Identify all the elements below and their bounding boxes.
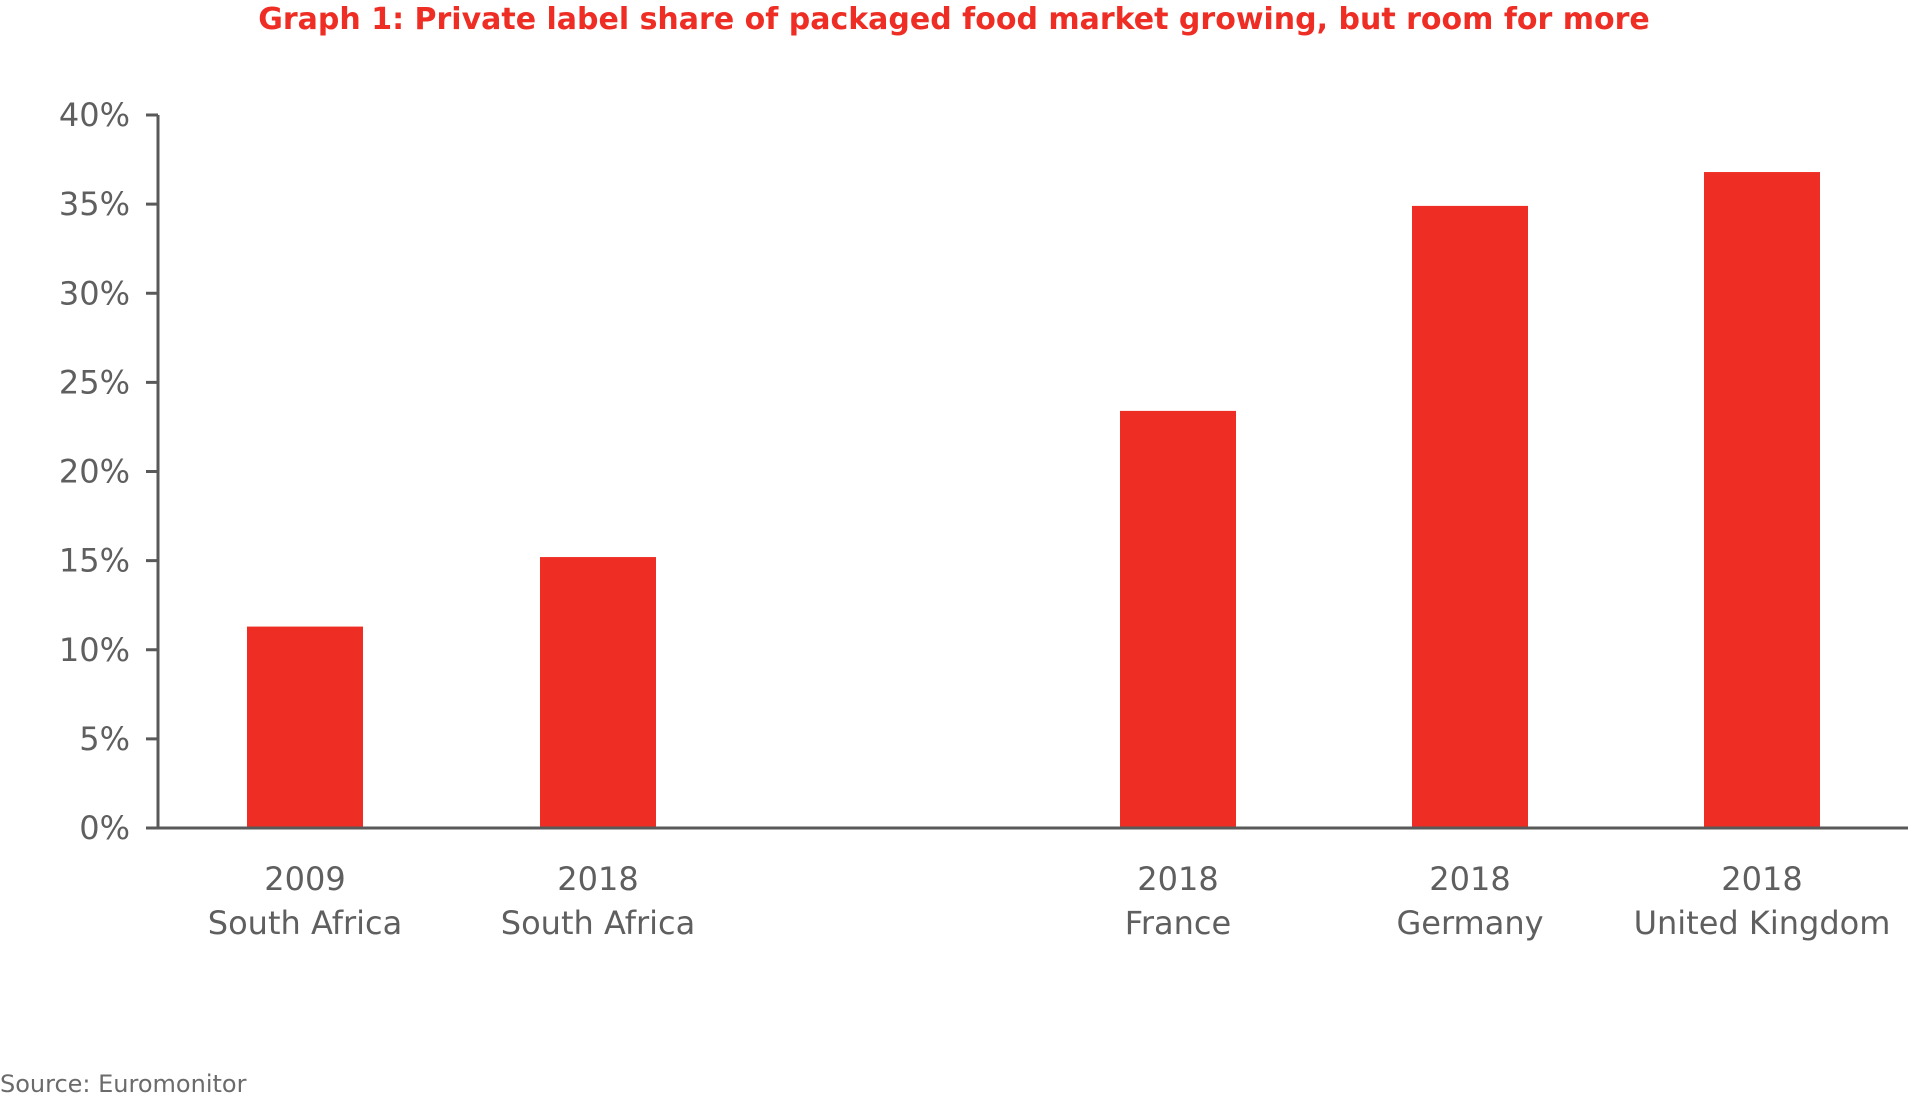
bar — [1704, 172, 1820, 829]
x-label-country: United Kingdom — [1634, 904, 1891, 942]
y-axis-ticks: 0% 5% 10% 15% 20% 25% 30% 35% 40% — [59, 96, 158, 847]
y-tick-label: 5% — [79, 720, 130, 758]
x-label-country: France — [1125, 904, 1231, 942]
bar — [1120, 410, 1236, 828]
x-label-year: 2018 — [557, 860, 638, 898]
y-tick-label: 35% — [59, 185, 130, 223]
source-note: Source: Euromonitor — [0, 1070, 247, 1098]
x-label-country: Germany — [1396, 904, 1543, 942]
y-tick-label: 25% — [59, 363, 130, 401]
y-tick-label: 40% — [59, 96, 130, 134]
x-label-year: 2018 — [1721, 860, 1802, 898]
bar — [247, 626, 363, 828]
y-tick-label: 0% — [79, 809, 130, 847]
y-tick-label: 15% — [59, 542, 130, 580]
bar — [1412, 205, 1528, 829]
x-label-year: 2018 — [1137, 860, 1218, 898]
x-axis-labels: 2009 South Africa 2018 South Africa 2018 Fran… — [208, 860, 1891, 942]
x-label-country: South Africa — [501, 904, 695, 942]
x-label-year: 2018 — [1429, 860, 1510, 898]
x-label-year: 2009 — [264, 860, 345, 898]
y-tick-label: 10% — [59, 631, 130, 669]
bars — [247, 172, 1820, 829]
y-tick-label: 30% — [59, 274, 130, 312]
chart-title: Graph 1: Private label share of packaged… — [258, 2, 1650, 37]
bar — [540, 557, 656, 828]
y-tick-label: 20% — [59, 453, 130, 491]
x-label-country: South Africa — [208, 904, 402, 942]
